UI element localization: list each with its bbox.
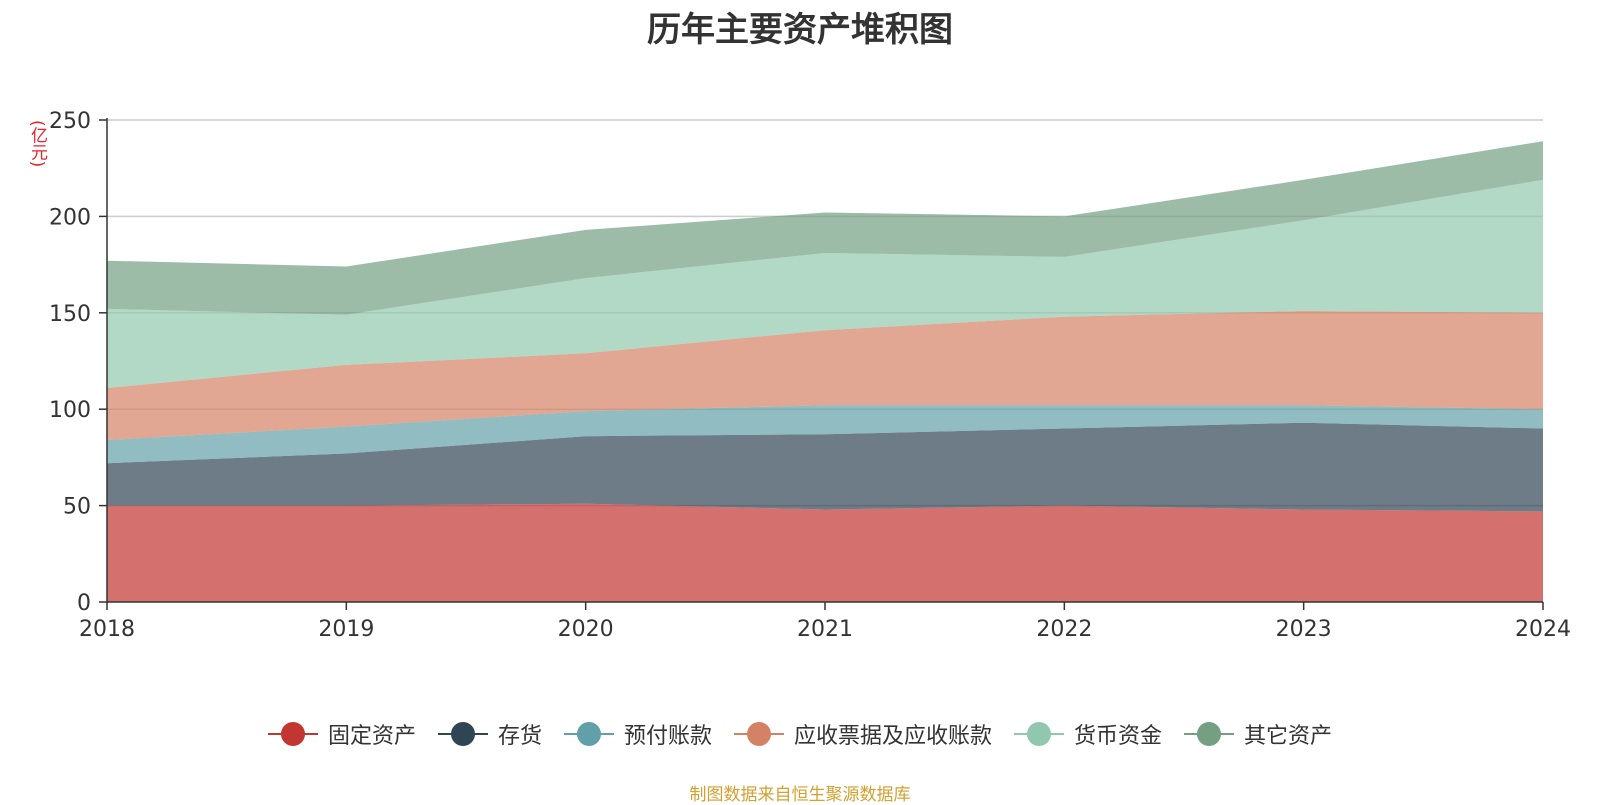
- legend-label: 其它资产: [1244, 724, 1333, 749]
- legend-marker: [1184, 722, 1235, 746]
- legend-label: 货币资金: [1074, 724, 1163, 749]
- x-tick-label: 2021: [797, 617, 853, 642]
- x-tick-label: 2022: [1036, 617, 1092, 642]
- legend-label: 应收票据及应收账款: [794, 724, 993, 749]
- x-tick-label: 2024: [1515, 617, 1571, 642]
- chart-title: 历年主要资产堆积图: [647, 10, 953, 50]
- legend-item[interactable]: 预付账款: [563, 718, 712, 750]
- legend-marker: [437, 722, 488, 746]
- legend-marker: [563, 722, 614, 746]
- axes: 0 50 100 150 200 250 2018 2019 2020 2021 2022 2023 2…: [49, 109, 1571, 642]
- area-series-6: [107, 141, 1543, 315]
- y-tick-label: 0: [77, 591, 91, 616]
- legend-item[interactable]: 应收票据及应收账款: [734, 718, 992, 750]
- x-tick-label: 2019: [318, 617, 374, 642]
- legend-label: 存货: [497, 724, 542, 749]
- x-tick-label: 2023: [1276, 617, 1332, 642]
- area-series-5: [107, 179, 1543, 388]
- legend: 固定资产 存货 预付账款 应收票据及应收账款 货币资金 其它资产: [0, 718, 1600, 750]
- area-series-layer: [107, 141, 1543, 602]
- area-series-3: [107, 405, 1543, 464]
- y-tick-label: 50: [63, 495, 91, 520]
- y-tick-label: 200: [49, 205, 91, 230]
- legend-item[interactable]: 存货: [437, 718, 542, 750]
- y-tick-label: 100: [49, 398, 91, 423]
- source-note: 制图数据来自恒生聚源数据库: [689, 785, 911, 805]
- y-tick-label: 250: [49, 109, 91, 134]
- legend-label: 固定资产: [327, 724, 416, 749]
- legend-item[interactable]: 固定资产: [267, 718, 416, 750]
- legend-marker: [734, 722, 784, 746]
- legend-marker: [267, 722, 318, 746]
- legend-marker: [1014, 722, 1065, 746]
- x-tick-label: 2020: [558, 617, 614, 642]
- area-series-4: [107, 310, 1543, 440]
- area-series-2: [107, 422, 1543, 512]
- y-axis-unit-label: (亿元): [27, 120, 47, 168]
- area-series-1: [107, 503, 1543, 602]
- x-tick-label: 2018: [79, 617, 135, 642]
- legend-item[interactable]: 货币资金: [1014, 718, 1162, 750]
- y-tick-label: 150: [49, 302, 91, 327]
- legend-item[interactable]: 其它资产: [1184, 718, 1332, 750]
- legend-label: 预付账款: [623, 724, 712, 749]
